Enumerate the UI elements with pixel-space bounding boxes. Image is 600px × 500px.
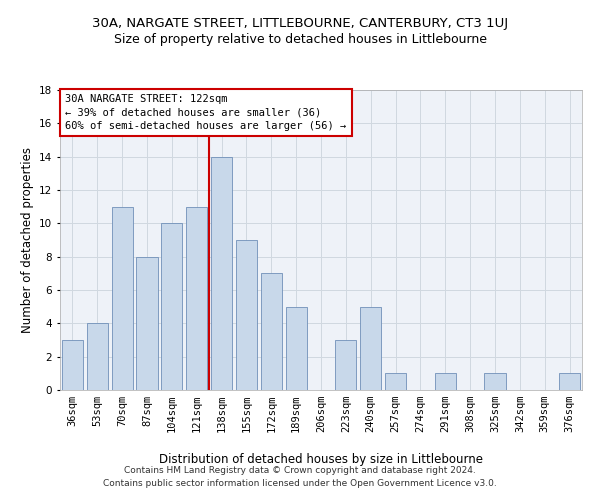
Bar xyxy=(112,206,133,390)
Text: Size of property relative to detached houses in Littlebourne: Size of property relative to detached ho… xyxy=(113,32,487,46)
Text: 30A, NARGATE STREET, LITTLEBOURNE, CANTERBURY, CT3 1UJ: 30A, NARGATE STREET, LITTLEBOURNE, CANTE… xyxy=(92,18,508,30)
Bar xyxy=(435,374,456,390)
Bar xyxy=(211,156,232,390)
Bar xyxy=(261,274,282,390)
Bar xyxy=(385,374,406,390)
Bar xyxy=(286,306,307,390)
Bar xyxy=(186,206,207,390)
Text: Distribution of detached houses by size in Littlebourne: Distribution of detached houses by size … xyxy=(159,452,483,466)
Bar xyxy=(161,224,182,390)
Bar xyxy=(484,374,506,390)
Text: Contains HM Land Registry data © Crown copyright and database right 2024.
Contai: Contains HM Land Registry data © Crown c… xyxy=(103,466,497,487)
Bar xyxy=(87,324,108,390)
Bar xyxy=(360,306,381,390)
Y-axis label: Number of detached properties: Number of detached properties xyxy=(20,147,34,333)
Bar xyxy=(236,240,257,390)
Bar xyxy=(559,374,580,390)
Bar xyxy=(62,340,83,390)
Text: 30A NARGATE STREET: 122sqm
← 39% of detached houses are smaller (36)
60% of semi: 30A NARGATE STREET: 122sqm ← 39% of deta… xyxy=(65,94,346,131)
Bar xyxy=(335,340,356,390)
Bar xyxy=(136,256,158,390)
